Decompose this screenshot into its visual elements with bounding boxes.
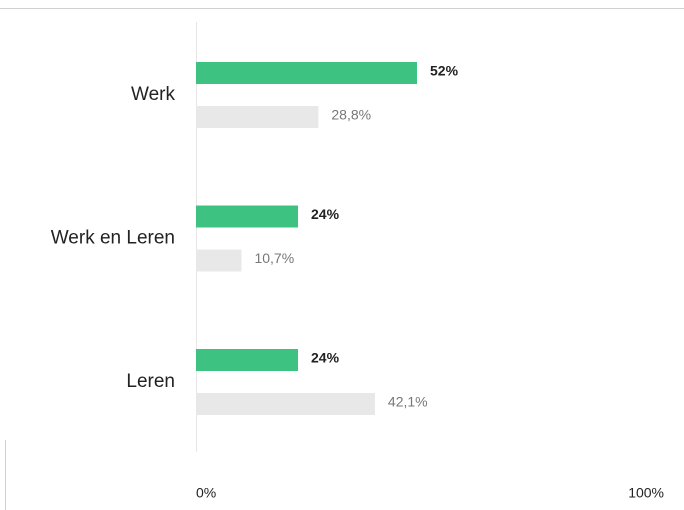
value-label: 24% <box>311 206 340 222</box>
bar <box>196 205 298 228</box>
category-label: Leren <box>126 371 175 392</box>
x-tick-label: 100% <box>628 485 664 501</box>
value-label: 52% <box>430 63 459 79</box>
bar <box>196 249 242 272</box>
category-label: Werk <box>131 84 175 105</box>
category-label: Werk en Leren <box>51 228 175 249</box>
bar <box>196 349 298 371</box>
bar <box>196 393 375 415</box>
bar <box>196 106 319 128</box>
x-tick-label: 0% <box>196 485 216 501</box>
bar <box>196 62 417 84</box>
value-label: 10,7% <box>254 250 294 266</box>
value-label: 28,8% <box>331 107 371 123</box>
value-label: 24% <box>311 350 340 366</box>
value-label: 42,1% <box>388 394 428 410</box>
